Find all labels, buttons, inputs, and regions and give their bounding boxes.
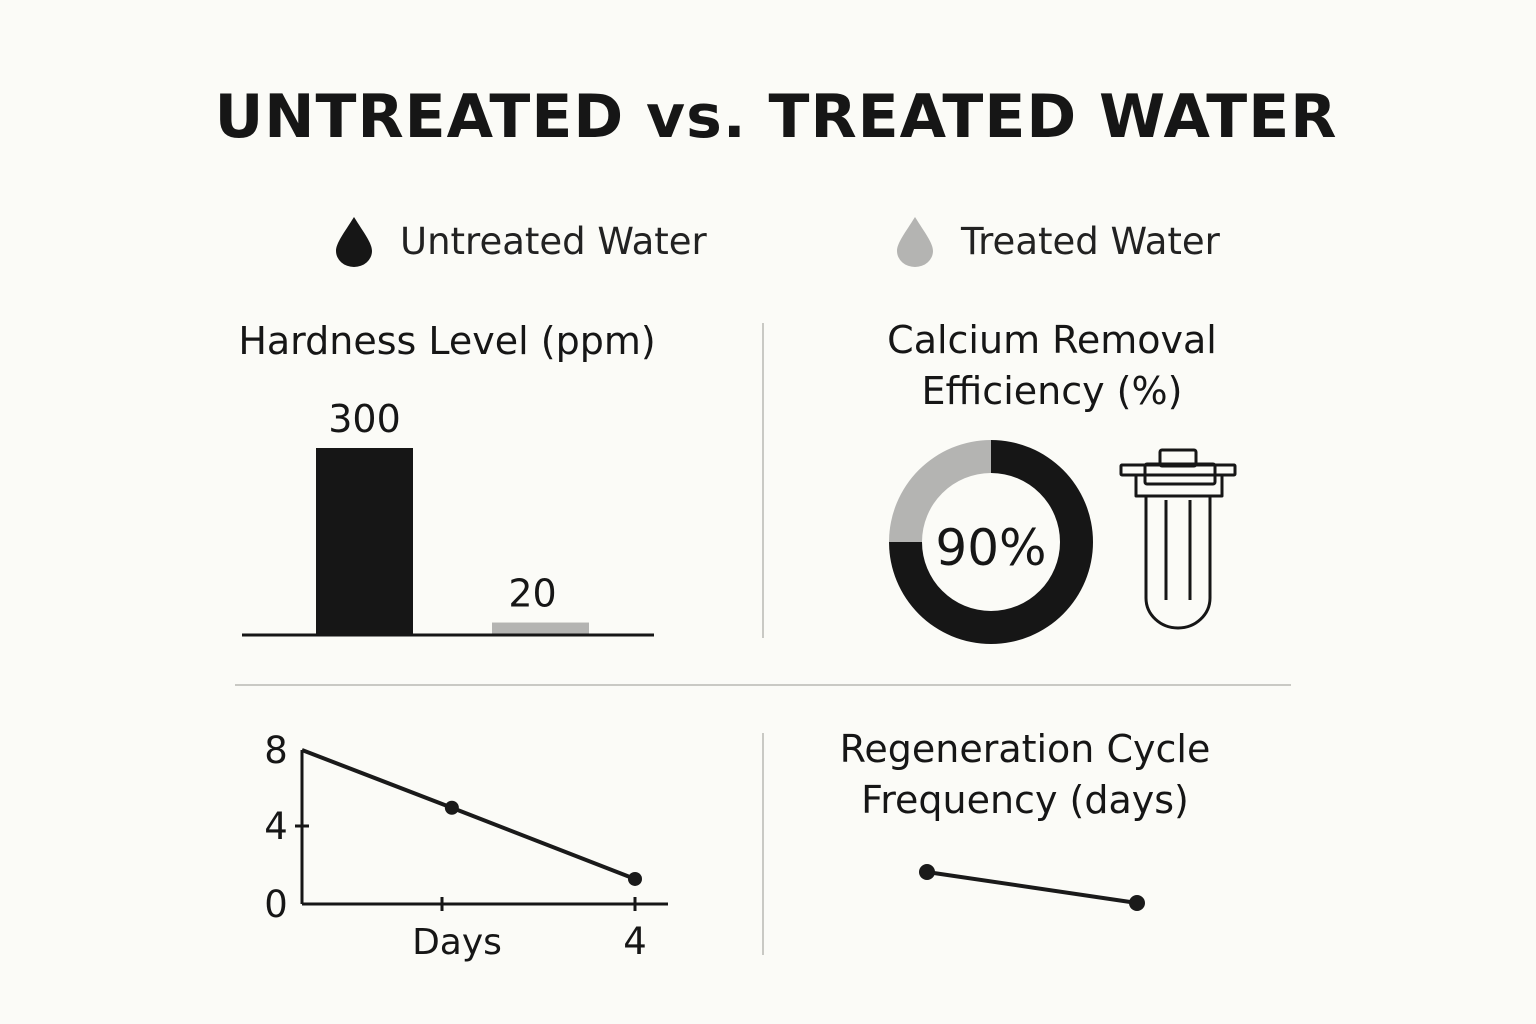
data-point — [444, 800, 459, 815]
bar-treated — [492, 622, 589, 635]
calcium-title-line-2: Efficiency (%) — [921, 369, 1183, 413]
bar-untreated — [316, 448, 413, 635]
legend-label-treated: Treated Water — [961, 219, 1220, 263]
hardness-chart-title: Hardness Level (ppm) — [238, 319, 656, 363]
legend-treated: Treated Water — [895, 215, 1220, 267]
hardness-bar-chart: 300 20 — [242, 397, 654, 637]
regeneration-title-line-2: Frequency (days) — [861, 778, 1189, 822]
horizontal-divider — [235, 684, 1291, 686]
x-axis-label: Days — [412, 922, 502, 963]
days-line-chart: 8 4 0 Days 4 — [264, 729, 668, 963]
bar-label-untreated: 300 — [328, 397, 401, 441]
page-title: UNTREATED vs. TREATED WATER — [214, 82, 1338, 152]
vertical-divider-top — [762, 323, 764, 638]
legend-label-untreated: Untreated Water — [400, 219, 707, 263]
donut-center-label: 90% — [935, 519, 1046, 577]
data-point — [628, 871, 642, 886]
calcium-donut-chart: 90% — [889, 440, 1093, 644]
donut-slice-untreated — [889, 440, 1093, 644]
legend-untreated: Untreated Water — [334, 215, 707, 267]
regeneration-line-chart — [919, 864, 1145, 911]
y-tick-label: 4 — [264, 805, 288, 848]
vertical-divider-bottom — [762, 733, 764, 955]
data-point — [919, 864, 935, 880]
series-line — [301, 748, 636, 881]
y-tick-label: 0 — [264, 883, 288, 926]
series-line — [926, 870, 1138, 905]
calcium-title-line-1: Calcium Removal — [887, 318, 1217, 362]
water-drop-icon — [897, 217, 933, 267]
donut-slice-treated — [889, 440, 991, 542]
regeneration-chart-title: Regeneration Cycle Frequency (days) — [780, 724, 1270, 826]
data-point — [1129, 895, 1145, 911]
water-drop-icon — [336, 217, 372, 267]
bar-label-treated: 20 — [508, 572, 556, 616]
water-filter-icon — [1119, 448, 1237, 630]
x-tick-label: 4 — [623, 920, 647, 963]
calcium-chart-title: Calcium Removal Efficiency (%) — [812, 315, 1292, 417]
regeneration-title-line-1: Regeneration Cycle — [839, 727, 1211, 771]
y-tick-label: 8 — [264, 729, 288, 772]
